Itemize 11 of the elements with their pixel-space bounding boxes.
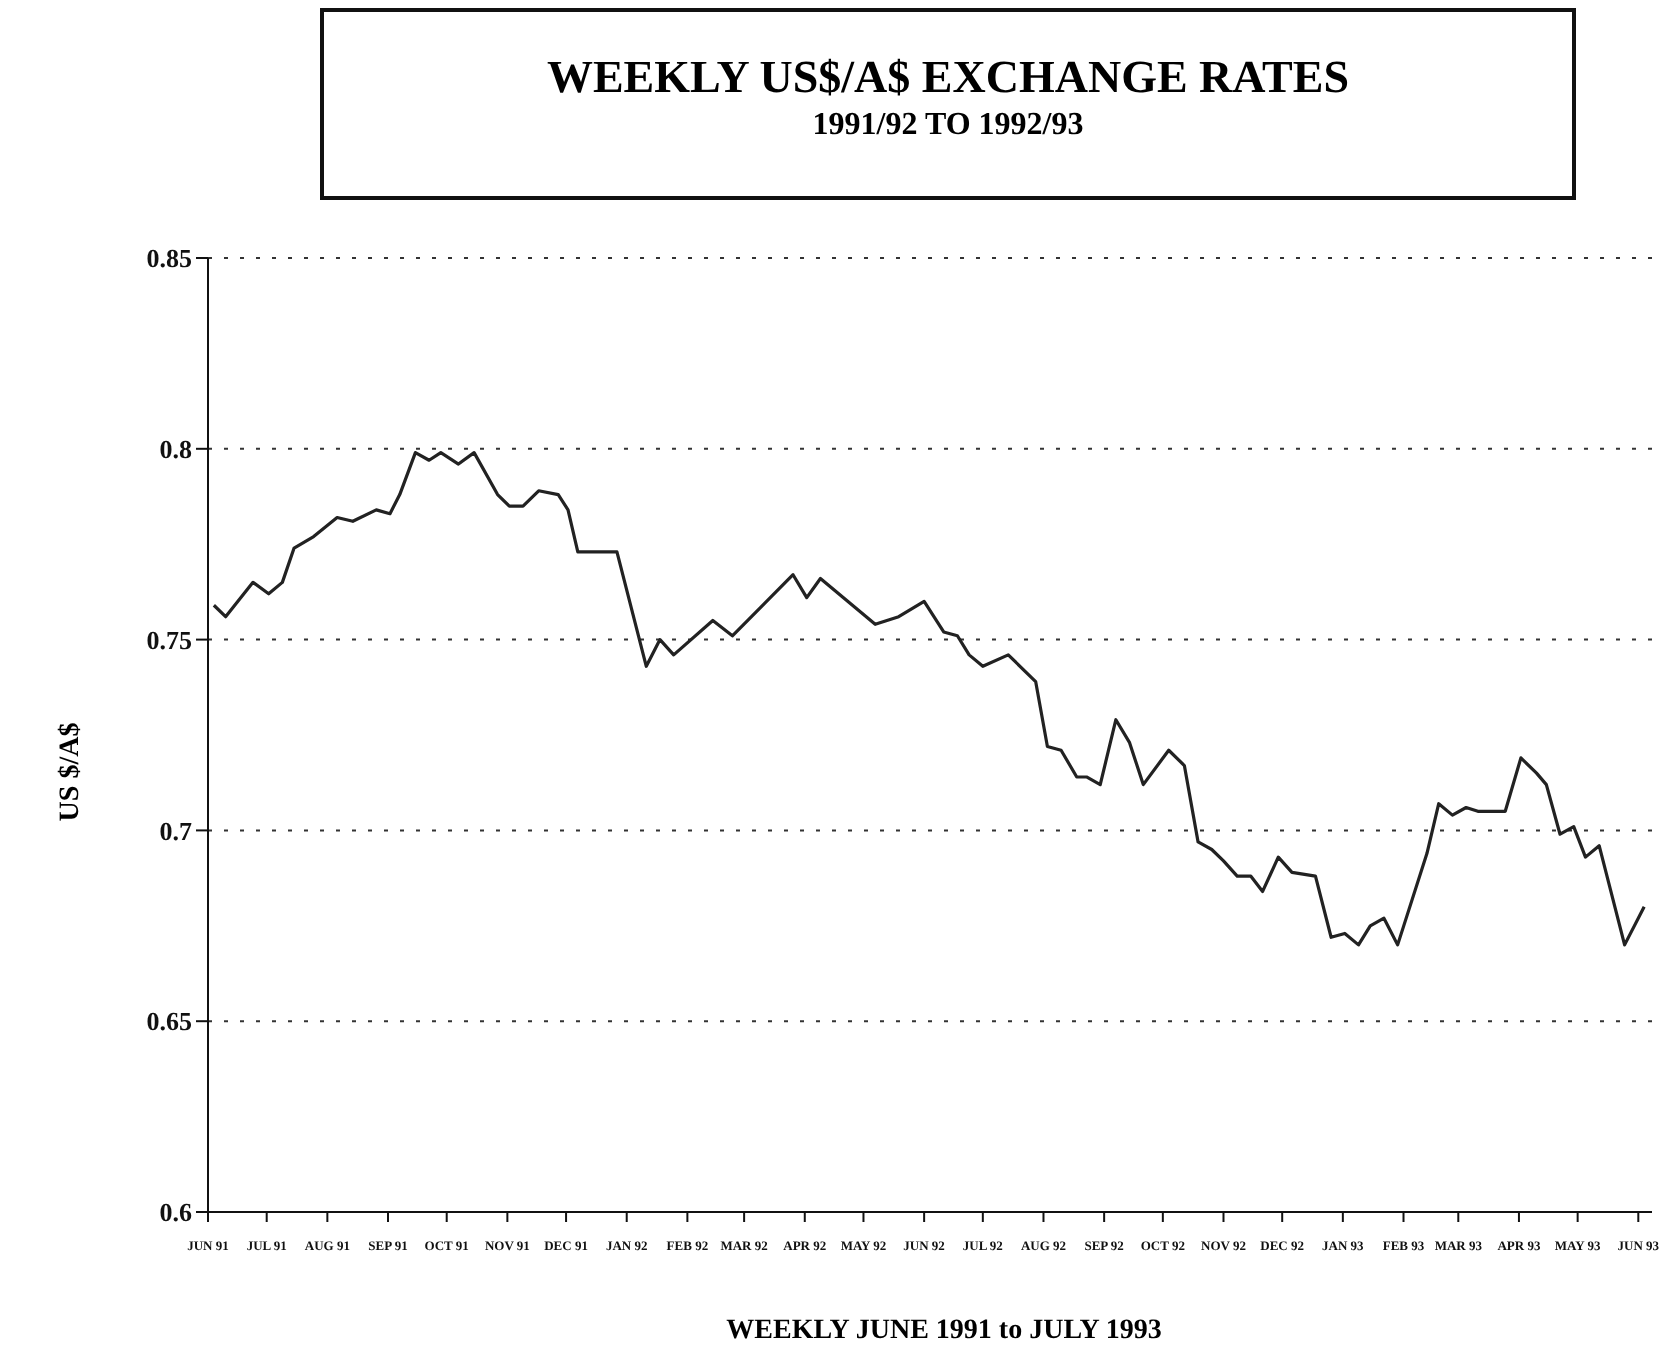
y-tick-label: 0.65 [146, 1006, 193, 1037]
y-tick-label: 0.85 [146, 243, 193, 274]
y-tick-label: 0.6 [159, 1197, 193, 1228]
chart-title: WEEKLY US$/A$ EXCHANGE RATES [544, 52, 1352, 104]
y-tick-label: 0.75 [146, 624, 193, 655]
x-axis-title: WEEKLY JUNE 1991 to JULY 1993 [724, 1316, 1164, 1348]
y-tick-label: 0.7 [159, 815, 193, 846]
line-series [212, 451, 1646, 947]
chart-subtitle: 1991/92 TO 1992/93 [810, 108, 1086, 144]
y-axis-title: US $/A$ [56, 722, 88, 822]
y-tick-label: 0.8 [159, 434, 193, 465]
